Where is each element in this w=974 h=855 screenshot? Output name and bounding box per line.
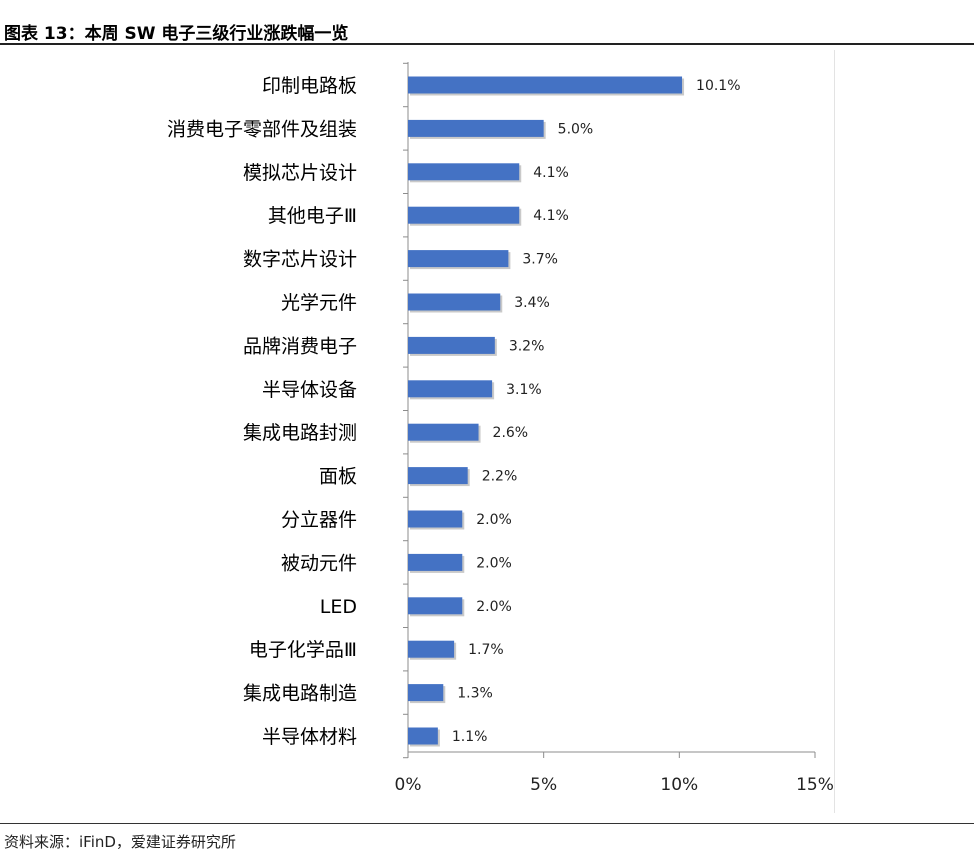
data-label: 3.4% [514, 295, 550, 311]
bar [408, 597, 463, 615]
x-tick-label: 10% [660, 775, 698, 795]
category-label: 品牌消费电子 [243, 335, 357, 357]
category-label: 分立器件 [281, 509, 357, 531]
x-tick-label: 0% [395, 775, 422, 795]
data-label: 2.0% [476, 599, 512, 615]
bar [408, 467, 468, 485]
footer-rule [0, 823, 974, 824]
data-label: 2.0% [476, 555, 512, 571]
category-label: 集成电路制造 [243, 683, 357, 705]
bar [408, 250, 509, 268]
bar [408, 684, 444, 702]
data-label: 3.2% [509, 338, 545, 354]
bar [408, 640, 455, 658]
data-label: 10.1% [696, 78, 740, 94]
bar [408, 336, 495, 354]
data-label: 4.1% [533, 165, 569, 181]
header-rule [0, 43, 974, 45]
category-label: 印制电路板 [262, 75, 357, 97]
chart-caption: 图表 13：本周 SW 电子三级行业涨跌幅一览 [4, 24, 349, 44]
bar [408, 423, 479, 441]
data-label: 2.0% [476, 512, 512, 528]
category-label: 半导体材料 [262, 726, 357, 748]
category-label: 模拟芯片设计 [243, 162, 357, 184]
category-label: 电子化学品Ⅲ [249, 639, 357, 661]
category-label: 其他电子Ⅲ [268, 205, 357, 227]
category-label: 半导体设备 [262, 379, 357, 401]
category-label: 被动元件 [281, 552, 357, 574]
data-label: 1.3% [457, 686, 493, 702]
data-label: 2.2% [482, 469, 518, 485]
x-tick-label: 5% [530, 775, 557, 795]
data-label: 1.7% [468, 642, 504, 658]
bar [408, 163, 520, 181]
bar [408, 206, 520, 224]
data-label: 2.6% [493, 425, 529, 441]
bar [408, 727, 438, 745]
category-label: 集成电路封测 [243, 422, 357, 444]
bar [408, 119, 544, 137]
x-tick-label: 15% [796, 775, 834, 795]
bar [408, 510, 463, 528]
bar [408, 553, 463, 571]
category-label: 光学元件 [281, 292, 357, 314]
source-note: 资料来源：iFinD，爱建证券研究所 [4, 833, 236, 851]
category-label: 数字芯片设计 [243, 249, 357, 271]
data-label: 3.1% [506, 382, 542, 398]
plot-area-border [834, 50, 835, 813]
data-label: 5.0% [558, 121, 594, 137]
category-label: 面板 [319, 466, 357, 488]
bar [408, 293, 501, 311]
data-label: 1.1% [452, 729, 488, 745]
bar [408, 380, 493, 398]
data-label: 4.1% [533, 208, 569, 224]
category-label: LED [320, 596, 357, 618]
bar [408, 76, 683, 94]
category-label: 消费电子零部件及组装 [167, 118, 357, 140]
data-label: 3.7% [522, 252, 558, 268]
